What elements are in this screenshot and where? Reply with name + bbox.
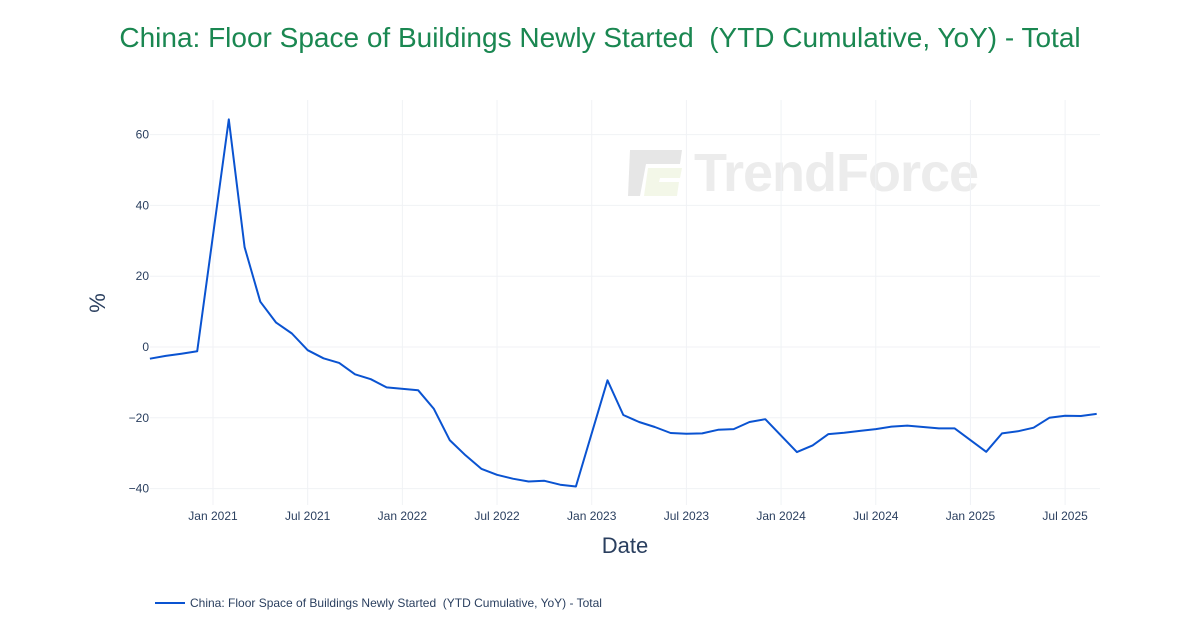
x-tick-label: Jan 2021	[188, 509, 238, 523]
legend-label: China: Floor Space of Buildings Newly St…	[190, 596, 602, 610]
y-tick-label: 20	[136, 269, 150, 283]
legend-item[interactable]: China: Floor Space of Buildings Newly St…	[155, 596, 602, 610]
y-tick-label: −20	[129, 411, 150, 425]
trendforce-logo-icon	[628, 150, 682, 196]
x-tick-label: Jan 2025	[946, 509, 996, 523]
x-tick-label: Jul 2024	[853, 509, 899, 523]
x-tick-label: Jan 2023	[567, 509, 617, 523]
y-axis-ticks: 60 40 20 0 −20 −40	[129, 128, 150, 496]
x-tick-label: Jul 2022	[474, 509, 520, 523]
x-tick-label: Jul 2023	[664, 509, 710, 523]
x-axis-ticks: Jan 2021 Jul 2021 Jan 2022 Jul 2022 Jan 2023…	[188, 509, 1088, 523]
y-tick-label: 60	[136, 128, 150, 142]
x-tick-label: Jul 2025	[1042, 509, 1088, 523]
x-axis-title: Date	[602, 533, 648, 558]
y-tick-label: −40	[129, 482, 150, 496]
x-tick-label: Jan 2022	[378, 509, 428, 523]
watermark-text: TrendForce	[694, 143, 979, 203]
legend-line-icon	[155, 602, 185, 604]
y-tick-label: 0	[142, 340, 149, 354]
x-tick-label: Jul 2021	[285, 509, 331, 523]
y-tick-label: 40	[136, 198, 150, 212]
gridlines	[150, 100, 1100, 505]
chart-title: China: Floor Space of Buildings Newly St…	[119, 22, 1081, 53]
y-axis-title: %	[85, 293, 110, 313]
x-tick-label: Jan 2024	[756, 509, 806, 523]
trendforce-watermark: TrendForce	[626, 146, 1011, 200]
data-series-line[interactable]	[149, 118, 1097, 488]
